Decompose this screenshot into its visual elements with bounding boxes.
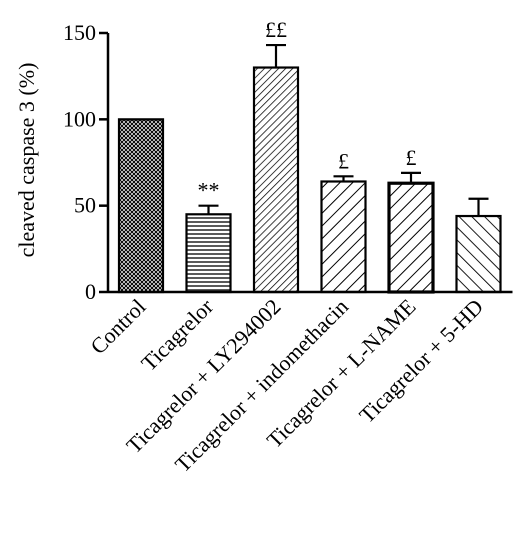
x-tick-label: Ticagrelor + 5-HD [354, 294, 488, 428]
y-tick-label: 50 [74, 193, 96, 218]
significance-label: ££ [265, 17, 287, 42]
bar [252, 66, 300, 294]
bar [387, 181, 435, 294]
bars-group: **£££ £ [117, 17, 502, 294]
bar [320, 180, 367, 294]
y-tick-label: 0 [85, 279, 96, 304]
bar [455, 214, 502, 294]
significance-label: £ [406, 145, 417, 170]
y-axis: 0 50 100 150 [63, 20, 110, 304]
bar [185, 213, 232, 294]
y-tick-label: 150 [63, 20, 96, 45]
significance-label: £ [338, 148, 349, 173]
y-tick-label: 100 [63, 106, 96, 131]
bar [117, 118, 165, 294]
y-axis-title: cleaved caspase 3 (%) [14, 63, 39, 258]
significance-label: ** [198, 178, 220, 203]
